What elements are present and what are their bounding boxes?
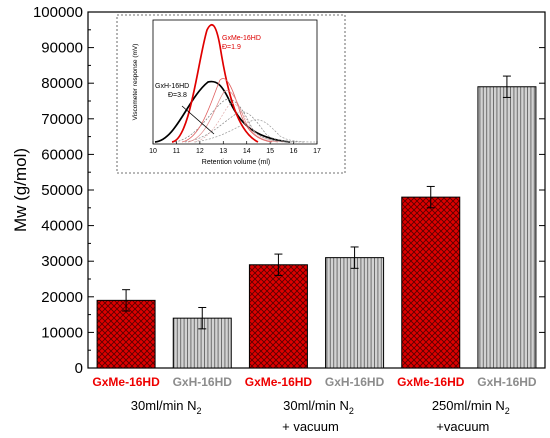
y-axis: 0 10000 20000 30000 40000 50000 60000 70000 8000… — [33, 4, 545, 377]
group-label: 250ml/min N2 — [432, 398, 510, 416]
bar-gxh-16hd — [325, 257, 385, 369]
y-tick-label: 30000 — [41, 253, 83, 270]
inset-x-tick-label: 10 — [149, 148, 157, 155]
bar-series — [96, 75, 537, 369]
inset-x-ticks: 10 11 12 13 14 15 16 17 — [149, 141, 321, 155]
group-sublabel: + vacuum — [282, 419, 339, 434]
gxme-annotation-dispersity: Đ=1.9 — [222, 44, 241, 51]
gxh-annotation-dispersity: Đ=3.8 — [168, 92, 187, 99]
group-sublabel: +vacuum — [436, 419, 489, 434]
x-tick-label: GxH-16HD — [325, 375, 385, 389]
inset-chart: 10 11 12 13 14 15 16 17 Retention volume (ml) V… — [116, 14, 346, 174]
inset-y-label: Viscometer response (mV) — [132, 44, 139, 121]
gxme-annotation-name: GxMe-16HD — [222, 35, 261, 42]
inset-plot-frame — [152, 19, 318, 145]
inset-gxme-traces — [171, 24, 285, 143]
x-tick-label: GxH-16HD — [173, 375, 233, 389]
gxme-trace-3 — [187, 90, 279, 143]
y-tick-label: 80000 — [41, 75, 83, 92]
gxh-annotation-name: GxH-16HD — [155, 83, 189, 90]
bar-gxme-16hd — [401, 196, 461, 369]
bar-gxme-16hd — [248, 264, 308, 369]
gxme-trace-4 — [193, 102, 285, 143]
x-axis-labels: GxMe-16HD GxH-16HD GxMe-16HD GxH-16HD GxMe-1… — [92, 375, 537, 434]
y-tick-label: 100000 — [33, 4, 83, 21]
group-label: 30ml/min N2 — [283, 398, 354, 416]
gxh-main-trace — [154, 80, 291, 143]
group-label: 30ml/min N2 — [131, 398, 202, 416]
x-tick-label: GxMe-16HD — [245, 375, 313, 389]
inset-annotation-gxme: GxMe-16HD Đ=1.9 — [222, 35, 261, 51]
x-tick-label: GxH-16HD — [477, 375, 537, 389]
inset-x-tick-label: 14 — [243, 148, 251, 155]
inset-x-tick-label: 11 — [173, 148, 180, 155]
inset-x-tick-label: 16 — [290, 148, 298, 155]
bar-gxme-16hd — [96, 299, 156, 369]
inset-annotation-gxh: GxH-16HD Đ=3.8 — [155, 83, 189, 99]
inset-x-label: Retention volume (ml) — [202, 159, 270, 166]
inset-x-tick-label: 15 — [266, 148, 274, 155]
y-tick-label: 50000 — [41, 182, 83, 199]
x-tick-label: GxMe-16HD — [397, 375, 465, 389]
y-tick-label: 10000 — [41, 324, 83, 341]
gxme-main-trace — [171, 24, 259, 143]
bar-gxh-16hd — [477, 86, 537, 369]
x-tick-label: GxMe-16HD — [92, 375, 160, 389]
inset-x-tick-label: 12 — [196, 148, 204, 155]
y-tick-label: 90000 — [41, 40, 83, 57]
inset-x-tick-label: 13 — [219, 148, 227, 155]
y-tick-label: 40000 — [41, 218, 83, 235]
gxh-trace-3 — [184, 111, 306, 143]
y-tick-label: 60000 — [41, 146, 83, 163]
gxme-trace-2 — [181, 78, 273, 143]
y-tick-label: 0 — [75, 360, 83, 377]
y-tick-label: 70000 — [41, 111, 83, 128]
gxh-trace-4 — [194, 119, 316, 143]
inset-border — [116, 14, 346, 174]
inset-x-tick-label: 17 — [313, 148, 321, 155]
y-axis-label: Mw (g/mol) — [11, 148, 30, 232]
inset-trend-arrow — [181, 105, 215, 135]
y-tick-label: 20000 — [41, 289, 83, 306]
